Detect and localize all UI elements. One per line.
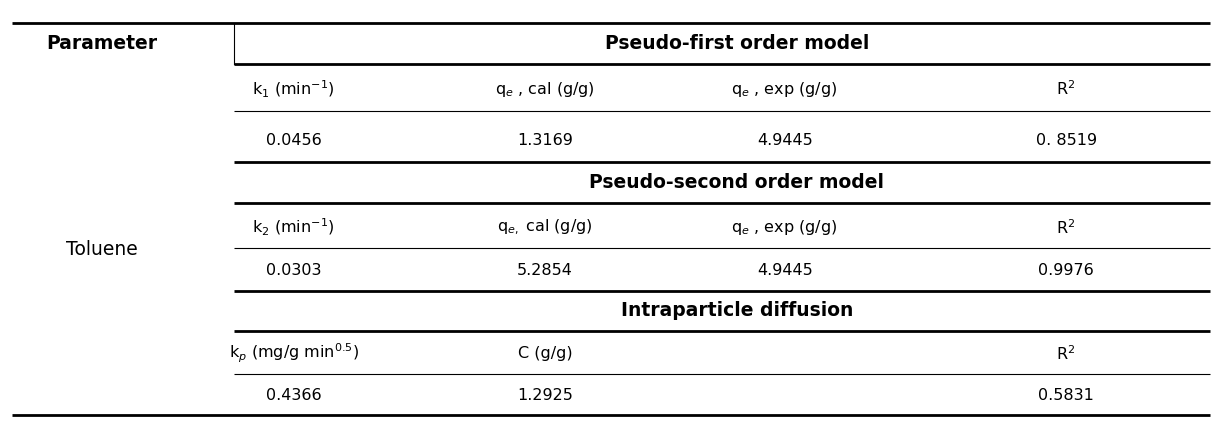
Text: q$_e$ , exp (g/g): q$_e$ , exp (g/g) <box>732 80 838 99</box>
Text: C (g/g): C (g/g) <box>518 346 572 361</box>
Text: 0.0456: 0.0456 <box>265 133 321 148</box>
Text: Toluene: Toluene <box>66 240 138 259</box>
Text: R$^2$: R$^2$ <box>1057 344 1075 363</box>
Text: 0. 8519: 0. 8519 <box>1035 133 1096 148</box>
Text: Pseudo-first order model: Pseudo-first order model <box>605 34 869 53</box>
Text: R$^2$: R$^2$ <box>1057 80 1075 98</box>
Text: q$_e$ , cal (g/g): q$_e$ , cal (g/g) <box>495 80 595 99</box>
Text: k$_p$ (mg/g min$^{0.5}$): k$_p$ (mg/g min$^{0.5}$) <box>229 342 359 365</box>
Text: q$_{e,}$ cal (g/g): q$_{e,}$ cal (g/g) <box>497 218 593 237</box>
Text: 0.5831: 0.5831 <box>1039 388 1094 403</box>
Text: 0.9976: 0.9976 <box>1039 263 1094 278</box>
Text: 0.4366: 0.4366 <box>266 388 321 403</box>
Text: q$_e$ , exp (g/g): q$_e$ , exp (g/g) <box>732 218 838 237</box>
Text: 0.0303: 0.0303 <box>266 263 321 278</box>
Text: 4.9445: 4.9445 <box>756 263 813 278</box>
Text: 4.9445: 4.9445 <box>756 133 813 148</box>
Text: Parameter: Parameter <box>46 34 158 53</box>
Text: 5.2854: 5.2854 <box>517 263 573 278</box>
Text: 1.3169: 1.3169 <box>517 133 573 148</box>
Text: k$_1$ (min$^{-1}$): k$_1$ (min$^{-1}$) <box>253 78 335 100</box>
Text: k$_2$ (min$^{-1}$): k$_2$ (min$^{-1}$) <box>253 217 335 238</box>
Text: R$^2$: R$^2$ <box>1057 218 1075 237</box>
Text: Intraparticle diffusion: Intraparticle diffusion <box>621 302 853 321</box>
Text: 1.2925: 1.2925 <box>517 388 573 403</box>
Text: Pseudo-second order model: Pseudo-second order model <box>589 173 885 192</box>
